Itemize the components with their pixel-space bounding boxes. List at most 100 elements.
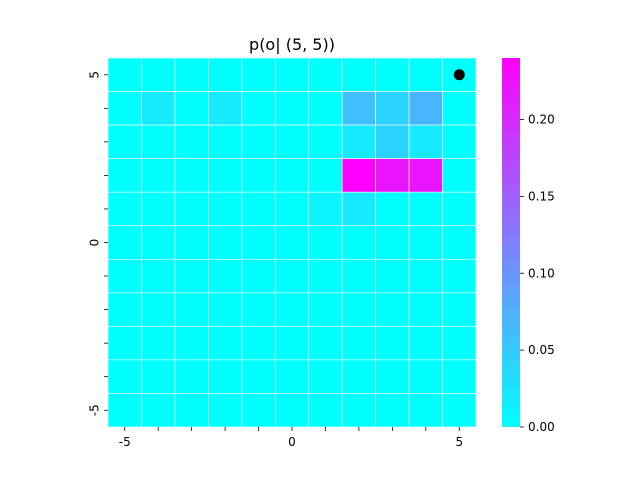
heatmap-cell [241, 326, 276, 361]
heatmap-cell [308, 393, 343, 428]
heatmap-cell [141, 57, 176, 92]
heatmap-cell [107, 124, 142, 159]
heatmap-cell [274, 91, 310, 126]
colorbar-tick-label: 0.00 [528, 420, 555, 434]
heatmap-cell [341, 225, 376, 260]
heatmap-cell [274, 326, 310, 361]
chart-title: p(o| (5, 5)) [249, 35, 335, 54]
heatmap-cell [174, 57, 209, 92]
x-tick-label: 5 [455, 435, 463, 449]
heatmap-cell [308, 292, 343, 327]
x-tick-label: -5 [119, 435, 131, 449]
heatmap-cell [274, 292, 310, 327]
heatmap-cell [174, 292, 209, 327]
heatmap-cell [174, 326, 209, 361]
heatmap-cell [442, 191, 477, 227]
heatmap-cell [141, 124, 176, 159]
heatmap-cell [107, 393, 142, 428]
heatmap-cell [174, 359, 209, 394]
heatmap-cell [375, 91, 410, 126]
heatmap-cell [341, 124, 376, 159]
heatmap-cell [408, 191, 443, 227]
heatmap-cell [241, 393, 276, 428]
heatmap-cell [208, 158, 243, 193]
heatmap-cell [308, 91, 343, 126]
heatmap-cell [341, 158, 376, 193]
colorbar-tick-label: 0.15 [528, 189, 555, 203]
heatmap-cell [274, 225, 310, 260]
heatmap-cell [141, 359, 176, 394]
heatmap-cell [408, 158, 443, 193]
x-tick-label: 0 [288, 435, 296, 449]
heatmap-cell [174, 393, 209, 428]
heatmap-cell [241, 225, 276, 260]
heatmap-cell [408, 359, 443, 394]
heatmap-cell [107, 258, 142, 294]
heatmap-cell [174, 258, 209, 294]
heatmap-cell [408, 292, 443, 327]
colorbar-tick-label: 0.10 [528, 266, 555, 280]
heatmap-cell [375, 158, 410, 193]
heatmap-cell [274, 191, 310, 227]
heatmap-cell [308, 225, 343, 260]
heatmap-cell [174, 124, 209, 159]
heatmap-cell [341, 57, 376, 92]
heatmap-cell [208, 91, 243, 126]
heatmap-cell [141, 158, 176, 193]
colorbar-tick-label: 0.20 [528, 113, 555, 127]
heatmap-cell [375, 292, 410, 327]
heatmap-cell [308, 57, 343, 92]
heatmap-cell [241, 158, 276, 193]
heatmap-cell [141, 191, 176, 227]
heatmap-cell [141, 393, 176, 428]
heatmap-cell [107, 326, 142, 361]
colorbar-gradient [502, 58, 520, 427]
heatmap-cell [107, 225, 142, 260]
heatmap-cell [208, 326, 243, 361]
heatmap-cell [141, 225, 176, 260]
heatmap-cell [208, 393, 243, 428]
position-marker [453, 69, 465, 81]
heatmap-cell [408, 225, 443, 260]
heatmap-cell [107, 158, 142, 193]
heatmap-cell [208, 359, 243, 394]
heatmap-cell [141, 91, 176, 126]
heatmap-cell [241, 359, 276, 394]
heatmap-cell [341, 359, 376, 394]
heatmap-cell [375, 326, 410, 361]
heatmap-cell [375, 359, 410, 394]
heatmap-cell [274, 158, 310, 193]
heatmap-cell [208, 258, 243, 294]
heatmap-cell [375, 191, 410, 227]
heatmap-cell [442, 225, 477, 260]
heatmap-cell [141, 258, 176, 294]
heatmap-cell [241, 258, 276, 294]
heatmap-cell [375, 225, 410, 260]
heatmap-cell [174, 191, 209, 227]
heatmap-cell [341, 326, 376, 361]
heatmap-cell [375, 57, 410, 92]
heatmap-cell [141, 326, 176, 361]
heatmap-cell [442, 326, 477, 361]
colorbar-tick-label: 0.05 [528, 343, 555, 357]
marker-layer [453, 69, 465, 81]
y-tick-label: 5 [88, 71, 102, 79]
heatmap-cell [241, 292, 276, 327]
heatmap-cell [408, 91, 443, 126]
heatmap-cell [308, 326, 343, 361]
heatmap-cell [341, 91, 376, 126]
heatmap-cell [274, 359, 310, 394]
heatmap-cell [208, 57, 243, 92]
heatmap-cell [241, 57, 276, 92]
heatmap-cell [107, 191, 142, 227]
colorbar: 0.00 0.05 0.10 0.15 0.20 [502, 58, 555, 434]
heatmap-cell [442, 359, 477, 394]
heatmap-cell [408, 393, 443, 428]
heatmap-cell [375, 393, 410, 428]
heatmap-cell [308, 158, 343, 193]
heatmap-cell [274, 393, 310, 428]
heatmap-cell [442, 124, 477, 159]
heatmap-cell [308, 258, 343, 294]
heatmap-cell [408, 326, 443, 361]
heatmap-cell [274, 258, 310, 294]
